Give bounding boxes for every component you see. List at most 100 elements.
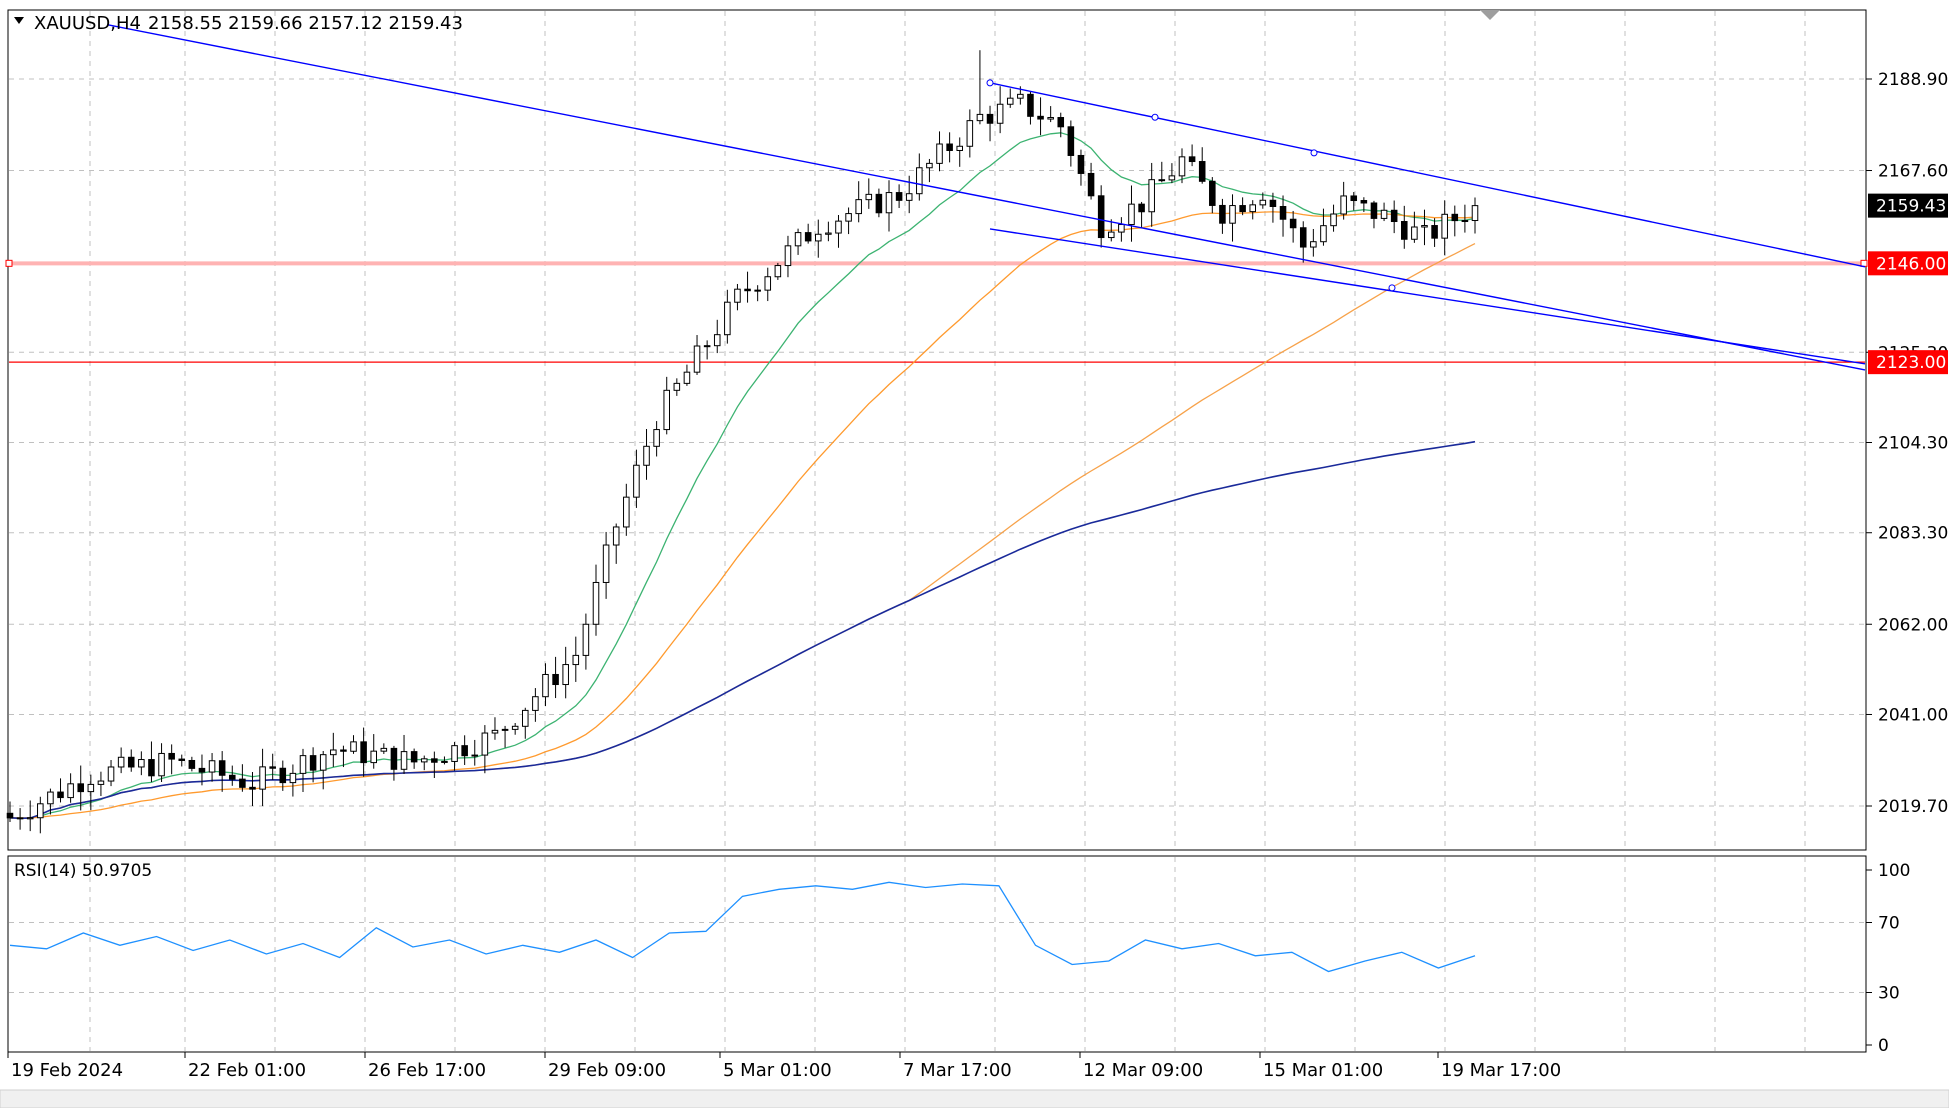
candle-body: [683, 371, 691, 384]
dropdown-triangle-icon[interactable]: [14, 17, 24, 24]
candle-body: [249, 786, 256, 790]
candle: [127, 749, 135, 772]
candle: [370, 734, 378, 769]
candle-body: [936, 143, 943, 164]
candle-body: [26, 817, 34, 820]
candle-body: [1077, 154, 1085, 174]
candle-body: [360, 741, 367, 764]
candle-body: [1411, 226, 1418, 240]
candle: [1350, 192, 1358, 211]
candle: [532, 688, 539, 722]
trendline-anchor[interactable]: [1388, 284, 1396, 292]
candle: [390, 745, 398, 781]
rsi-tick-label: 30: [1878, 984, 1900, 1004]
candle-body: [188, 759, 196, 769]
rsi-tick-label: 0: [1878, 1036, 1889, 1056]
candle-body: [1148, 179, 1155, 213]
candle: [309, 747, 317, 783]
candle-body: [77, 783, 85, 793]
candle-body: [724, 301, 731, 336]
candle: [481, 725, 489, 774]
candle: [885, 180, 893, 232]
candle: [1279, 195, 1287, 237]
candle-body: [693, 345, 701, 373]
candle-body: [390, 747, 398, 770]
candle-body: [380, 747, 388, 752]
candle: [1299, 221, 1307, 263]
candle: [1471, 197, 1479, 234]
candle-body: [299, 755, 307, 774]
trendlines[interactable]: [107, 24, 1866, 371]
candle-body: [966, 120, 974, 147]
candle-body: [895, 192, 903, 201]
candle: [410, 748, 418, 769]
trendline-anchor[interactable]: [986, 79, 994, 87]
candle-body: [1198, 161, 1206, 182]
shift-marker-icon[interactable]: [1480, 10, 1500, 20]
candle-body: [491, 729, 499, 734]
channel-lower-line[interactable]: [989, 228, 1866, 365]
long-trendline[interactable]: [107, 24, 1866, 371]
candle: [188, 756, 196, 772]
ma-short-line: [9, 132, 1476, 819]
candle: [683, 364, 691, 386]
candle: [996, 86, 1004, 134]
candle-body: [905, 193, 913, 201]
candle: [895, 184, 903, 209]
candle-body: [158, 752, 165, 777]
time-tick-label: 22 Feb 01:00: [188, 1060, 306, 1081]
candle: [633, 449, 640, 508]
price-tick-label: 2188.90: [1878, 70, 1948, 90]
level-handle[interactable]: [5, 259, 13, 267]
candle-body: [703, 345, 711, 348]
candle: [97, 771, 105, 797]
level-price-box: [1868, 350, 1948, 375]
candle-body: [1219, 204, 1226, 224]
candle-body: [1209, 180, 1216, 206]
candle-body: [552, 673, 559, 686]
candle: [643, 428, 650, 480]
candle: [623, 483, 630, 536]
candle-body: [1138, 203, 1145, 213]
candle: [703, 340, 711, 360]
time-tick-label: 5 Mar 01:00: [723, 1060, 832, 1081]
candle-body: [1118, 224, 1125, 233]
candle-body: [87, 783, 95, 793]
candle: [713, 319, 721, 354]
candle: [1320, 208, 1327, 246]
bottom-scrollbar[interactable]: [0, 1089, 1949, 1109]
candle-body: [47, 791, 54, 805]
level-price-label: 2146.00: [1876, 254, 1946, 274]
candle-body: [330, 749, 337, 756]
candle: [1269, 192, 1277, 223]
candle: [420, 755, 428, 771]
candle-body: [148, 759, 155, 777]
candle: [1037, 97, 1044, 136]
candle: [612, 523, 620, 564]
candle-body: [582, 623, 590, 656]
candle: [521, 707, 529, 739]
candle: [1451, 205, 1459, 237]
rsi-line: [9, 881, 1476, 973]
candle-body: [764, 276, 772, 291]
candle-body: [744, 288, 751, 292]
candle: [936, 131, 943, 172]
candle-body: [198, 767, 206, 773]
candle: [1431, 218, 1438, 247]
candle-body: [885, 192, 893, 214]
candle: [1006, 88, 1014, 108]
candle: [259, 748, 266, 807]
level-price-box: [1868, 251, 1948, 276]
channel-upper-line[interactable]: [989, 82, 1866, 268]
candle-body: [461, 745, 468, 757]
candle-body: [633, 464, 640, 498]
candle-body: [1431, 225, 1438, 239]
trendline-anchor[interactable]: [1310, 149, 1318, 157]
candle-body: [1017, 93, 1024, 99]
candle-body: [138, 759, 145, 768]
candle: [1411, 211, 1418, 243]
trendline-anchor[interactable]: [1151, 113, 1159, 121]
time-tick-label: 26 Feb 17:00: [368, 1060, 486, 1081]
